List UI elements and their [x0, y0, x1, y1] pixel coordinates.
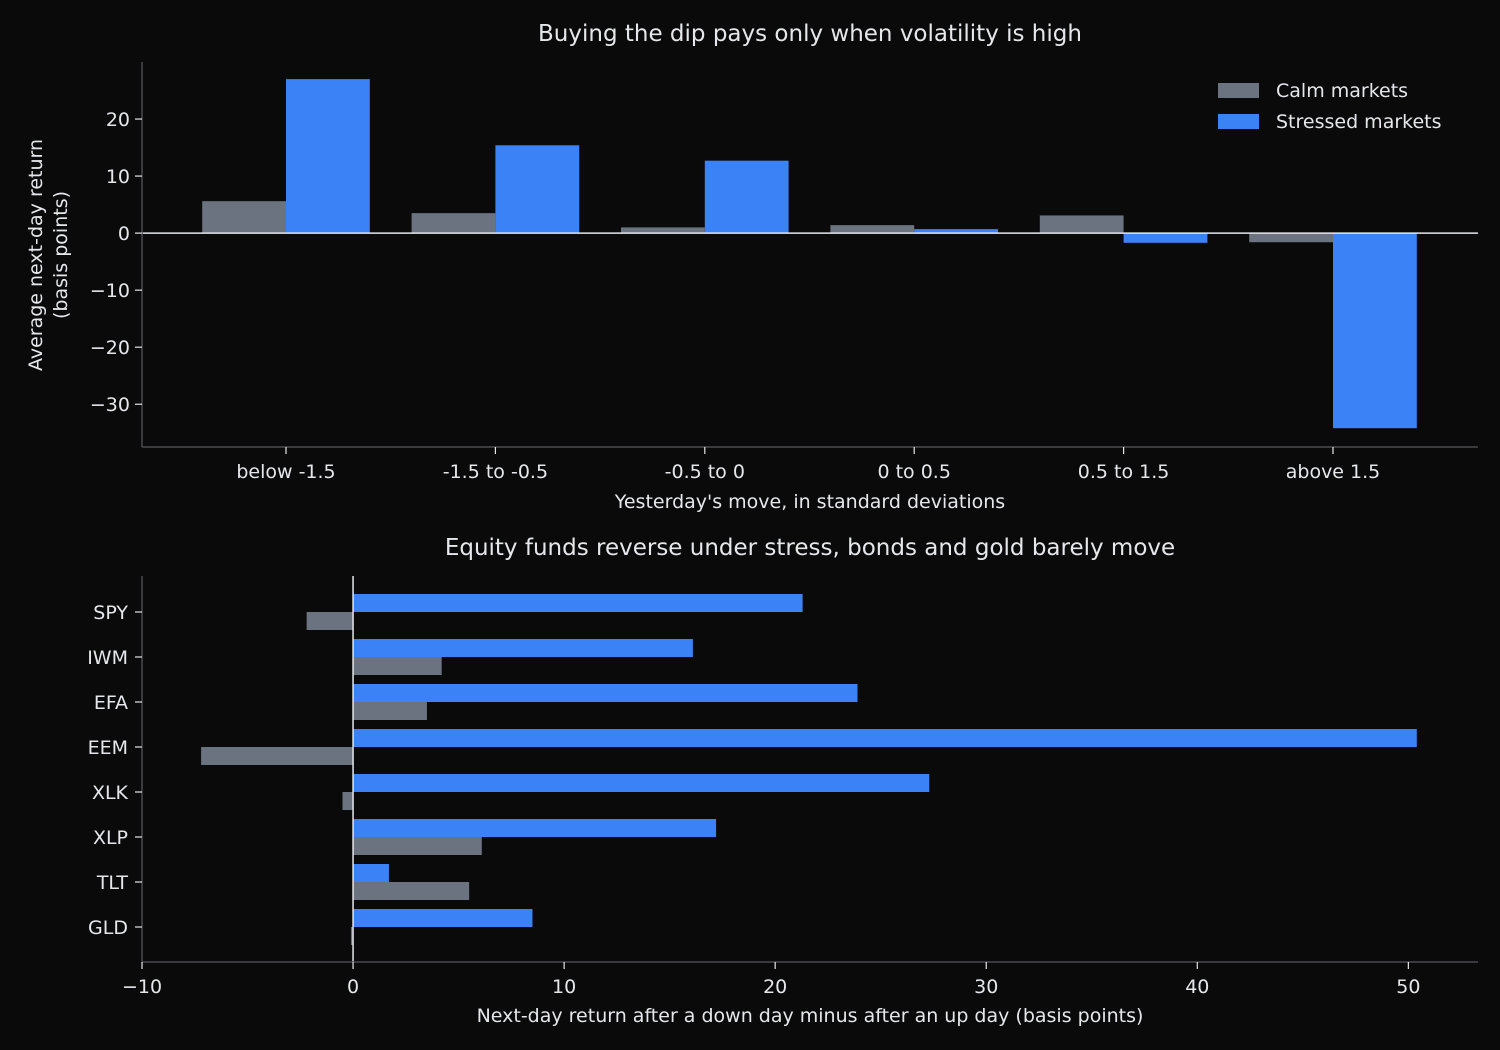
top-x-tick-label: above 1.5 [1286, 461, 1381, 483]
top-y-tick-label: 0 [118, 223, 130, 245]
bottom-x-tick-label: 10 [552, 976, 576, 998]
legend-swatch-calm-markets [1218, 83, 1259, 98]
top-bar-stressed-markets-0-5-to-1-5 [1123, 233, 1208, 243]
top-y-tick-label: −10 [90, 280, 130, 302]
bottom-bar-calm-markets-efa [353, 702, 427, 720]
bottom-bar-calm-markets-eem [201, 747, 354, 765]
bottom-x-tick-label: 30 [974, 976, 998, 998]
top-chart-axes [141, 62, 1478, 448]
bottom-x-tick-label: 0 [347, 976, 359, 998]
bottom-category-label: XLK [92, 782, 129, 804]
bottom-chart-axes [141, 576, 1478, 963]
bottom-category-label: XLP [93, 827, 128, 849]
bottom-chart-x-label: Next-day return after a down day minus a… [477, 1005, 1144, 1027]
top-chart: Buying the dip pays only when volatility… [25, 21, 1478, 513]
legend-label-stressed-markets: Stressed markets [1276, 111, 1442, 133]
bottom-category-label: EFA [94, 692, 128, 714]
bottom-bar-stressed-markets-gld [353, 909, 533, 927]
bottom-category-label: EEM [88, 737, 128, 759]
bottom-bar-stressed-markets-xlp [353, 819, 717, 837]
bottom-bar-calm-markets-tlt [353, 882, 470, 900]
bottom-bar-stressed-markets-xlk [353, 774, 930, 792]
top-bar-stressed-markets-0-to-0-5 [914, 229, 998, 234]
top-bar-stressed-markets-above-1-5 [1333, 233, 1417, 429]
bottom-category-label: TLT [96, 872, 129, 894]
top-chart-legend: Calm markets Stressed markets [1218, 80, 1442, 133]
bottom-bar-calm-markets-gld [350, 927, 354, 945]
top-chart-x-label: Yesterday's move, in standard deviations [614, 491, 1005, 513]
top-x-tick-label: 0 to 0.5 [877, 461, 950, 483]
top-y-tick-label: 10 [106, 166, 130, 188]
top-bar-stressed-markets-0-5-to-0 [704, 160, 789, 234]
legend-label-calm-markets: Calm markets [1276, 80, 1408, 102]
top-x-tick-label: -1.5 to -0.5 [443, 461, 548, 483]
bottom-category-label: IWM [87, 647, 128, 669]
bottom-chart: Equity funds reverse under stress, bonds… [87, 535, 1478, 1027]
top-chart-bars [202, 79, 1417, 429]
top-y-tick-label: −20 [90, 337, 130, 359]
bottom-bar-stressed-markets-tlt [353, 864, 389, 882]
bottom-x-tick-label: 40 [1185, 976, 1209, 998]
top-bar-calm-markets-1-5-to-0-5 [411, 213, 496, 234]
top-bar-calm-markets-above-1-5 [1249, 233, 1333, 243]
bottom-bar-stressed-markets-efa [353, 684, 858, 702]
top-bar-stressed-markets-below-1-5 [286, 79, 370, 234]
top-bar-calm-markets-0-to-0-5 [830, 225, 915, 234]
bottom-chart-x-ticks: −10 0 10 20 30 40 50 [122, 962, 1420, 998]
top-chart-title: Buying the dip pays only when volatility… [538, 21, 1082, 47]
bottom-category-label: GLD [88, 917, 128, 939]
bottom-bar-calm-markets-spy [306, 612, 354, 630]
bottom-bar-stressed-markets-iwm [353, 639, 693, 657]
bottom-x-tick-label: −10 [122, 976, 162, 998]
bottom-chart-category-ticks: SPY IWM EFA EEM XLK XLP TLT GLD [87, 602, 142, 939]
bottom-category-label: SPY [93, 602, 128, 624]
top-bar-calm-markets-0-5-to-0 [621, 227, 705, 234]
top-bar-stressed-markets-1-5-to-0-5 [495, 145, 580, 234]
bottom-bar-stressed-markets-eem [353, 729, 1417, 747]
bottom-bar-calm-markets-iwm [353, 657, 442, 675]
top-x-tick-label: -0.5 to 0 [665, 461, 745, 483]
top-bar-calm-markets-0-5-to-1-5 [1039, 215, 1124, 234]
top-y-tick-label: −30 [90, 394, 130, 416]
top-x-tick-label: 0.5 to 1.5 [1078, 461, 1170, 483]
top-y-tick-label: 20 [106, 109, 130, 131]
bottom-bar-stressed-markets-spy [353, 594, 803, 612]
top-chart-y-ticks: 20 10 0 −10 −20 −30 [90, 109, 142, 416]
bottom-chart-title: Equity funds reverse under stress, bonds… [445, 535, 1175, 561]
top-x-tick-label: below -1.5 [236, 461, 335, 483]
top-chart-y-label-line2: (basis points) [50, 191, 72, 319]
top-bar-calm-markets-below-1-5 [202, 201, 286, 234]
top-chart-x-ticks: below -1.5 -1.5 to -0.5 -0.5 to 0 0 to 0.5 0… [236, 447, 1380, 483]
bottom-bar-calm-markets-xlk [342, 792, 354, 810]
bottom-x-tick-label: 50 [1396, 976, 1420, 998]
legend-swatch-stressed-markets [1218, 114, 1259, 129]
top-chart-y-label-line1: Average next-day return [25, 139, 47, 371]
bottom-chart-bars [201, 594, 1417, 945]
bottom-bar-calm-markets-xlp [353, 837, 482, 855]
bottom-x-tick-label: 20 [763, 976, 787, 998]
